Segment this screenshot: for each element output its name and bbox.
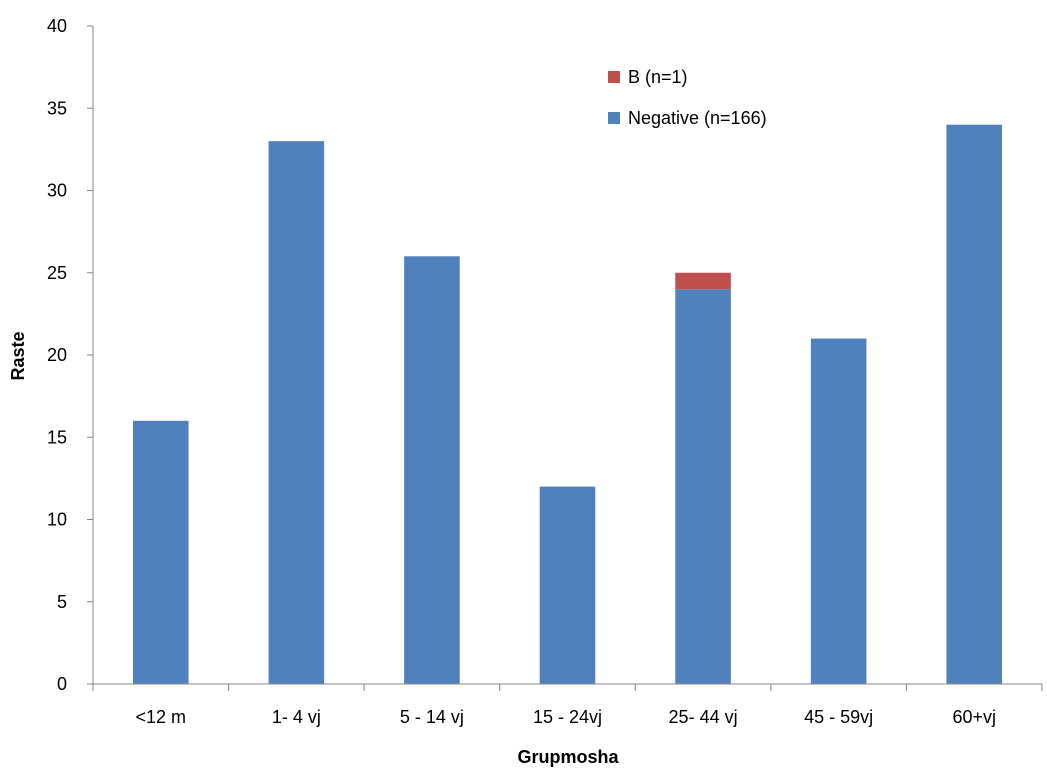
x-tick-label: 25- 44 vj (669, 707, 738, 727)
bar-b-4 (675, 272, 731, 290)
x-tick-label: <12 m (136, 707, 187, 727)
y-tick-label: 40 (47, 16, 67, 36)
bar-negative-0 (132, 420, 189, 684)
y-tick-label: 5 (57, 592, 67, 612)
y-tick-label: 10 (47, 510, 67, 530)
x-axis-ticks: <12 m 1- 4 vj 5 - 14 vj 15 - 24vj 25- 44 vj 4… (92, 684, 1043, 727)
y-tick-label: 30 (47, 181, 67, 201)
x-tick-label: 45 - 59vj (804, 707, 873, 727)
legend-swatch (608, 112, 620, 124)
bar-negative-1 (268, 141, 325, 684)
y-tick-label: 20 (47, 345, 67, 365)
bar-negative-6 (946, 124, 1003, 684)
bar-negative-4 (675, 289, 731, 684)
y-tick-label: 15 (47, 427, 67, 447)
y-tick-label: 0 (57, 674, 67, 694)
bar-negative-3 (539, 486, 596, 684)
legend-swatch (608, 71, 620, 83)
x-tick-label: 5 - 14 vj (400, 707, 464, 727)
x-tick-label: 15 - 24vj (533, 707, 602, 727)
x-tick-label: 60+vj (952, 707, 996, 727)
legend-label: Negative (n=166) (628, 108, 767, 128)
y-axis-title: Raste (8, 331, 28, 380)
bars (132, 124, 1003, 684)
legend-label: B (n=1) (628, 67, 688, 87)
legend: B (n=1) Negative (n=166) (608, 67, 767, 128)
y-axis-ticks: 0 5 10 15 20 25 30 35 40 (47, 16, 93, 694)
bar-negative-5 (810, 338, 867, 684)
x-tick-label: 1- 4 vj (272, 707, 321, 727)
y-tick-label: 25 (47, 263, 67, 283)
x-axis-title: Grupmosha (517, 747, 619, 767)
y-tick-label: 35 (47, 98, 67, 118)
bar-negative-2 (404, 256, 460, 684)
